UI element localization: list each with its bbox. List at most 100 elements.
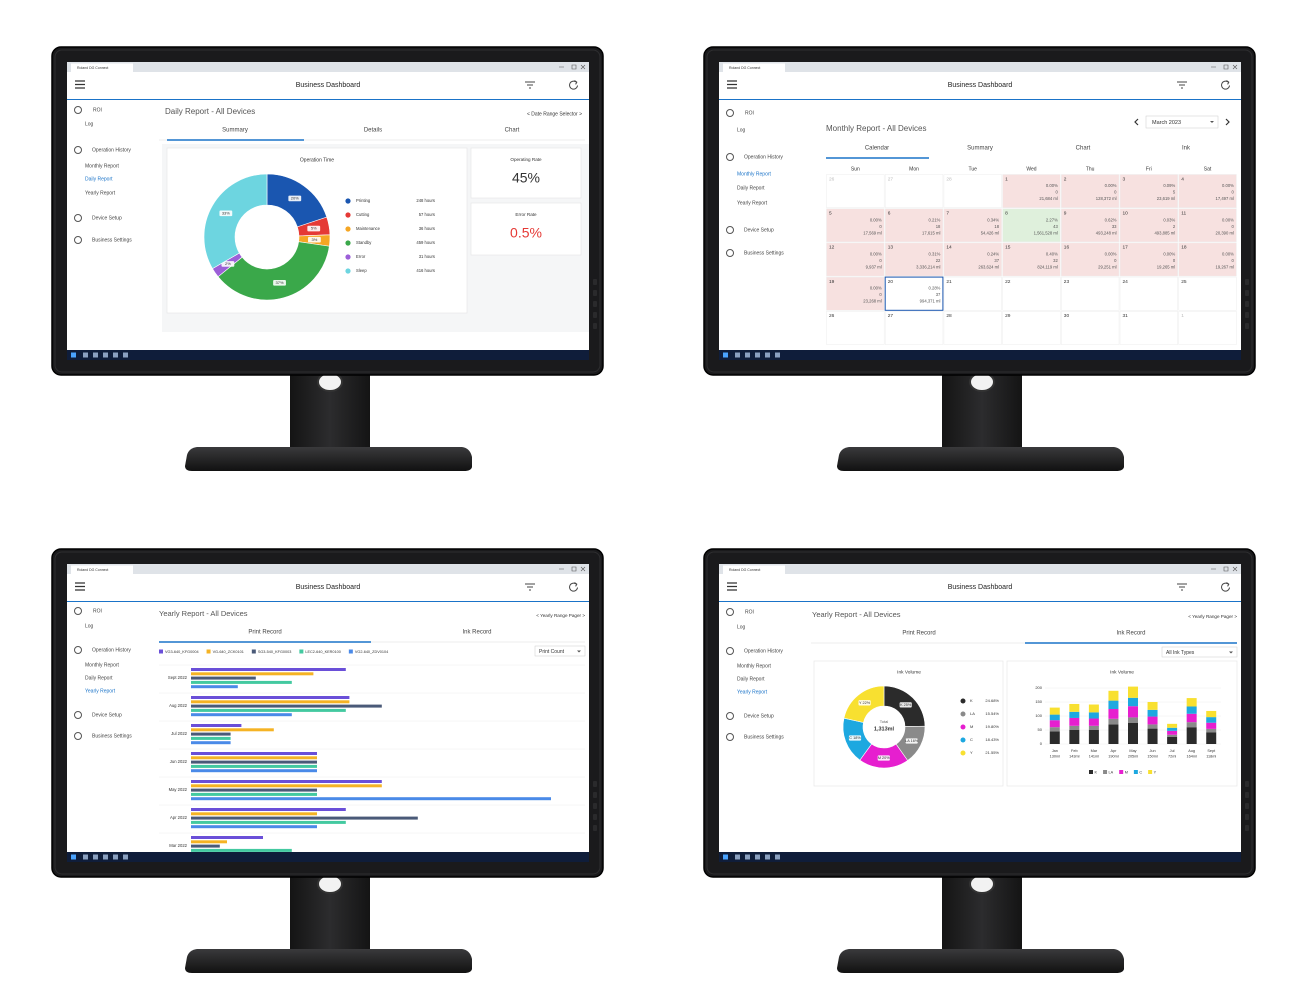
sidebar-item[interactable]: Device Setup: [92, 712, 122, 718]
calendar-cell[interactable]: [1119, 276, 1178, 311]
calendar-cell[interactable]: [826, 242, 885, 277]
sidebar-item[interactable]: Device Setup: [744, 227, 774, 233]
taskbar-icon[interactable]: [71, 854, 76, 860]
dropdown[interactable]: [534, 645, 586, 657]
sidebar-item[interactable]: Business Settings: [744, 250, 784, 256]
hamburger[interactable]: [75, 80, 85, 89]
sidebar-item[interactable]: Log: [85, 121, 94, 127]
calendar-cell[interactable]: [1002, 311, 1061, 345]
tab[interactable]: Chart: [1076, 146, 1091, 152]
window-controls[interactable]: [1211, 64, 1238, 70]
sidebar-item[interactable]: Device Setup: [92, 215, 122, 221]
refresh-icon[interactable]: [1221, 582, 1230, 592]
calendar-cell[interactable]: [1178, 208, 1237, 243]
calendar-cell[interactable]: [1178, 276, 1237, 311]
taskbar-icon[interactable]: [103, 854, 108, 860]
taskbar-icon[interactable]: [103, 352, 108, 358]
calendar-cell[interactable]: [1061, 311, 1120, 345]
taskbar-icon[interactable]: [775, 854, 780, 860]
taskbar-icon[interactable]: [755, 352, 760, 358]
calendar-cell[interactable]: [1178, 174, 1237, 208]
calendar-cell[interactable]: [884, 208, 944, 243]
sidebar-item[interactable]: Monthly Report: [737, 663, 772, 669]
taskbar-icon[interactable]: [113, 352, 118, 358]
sidebar-item[interactable]: Log: [737, 127, 746, 133]
sidebar-item[interactable]: Log: [85, 623, 94, 629]
sidebar-item[interactable]: Operation History: [92, 647, 131, 653]
sidebar-item[interactable]: Operation History: [744, 154, 783, 160]
taskbar-icon[interactable]: [93, 854, 98, 860]
tab[interactable]: Details: [364, 128, 382, 134]
taskbar-icon[interactable]: [765, 352, 770, 358]
browser-tab[interactable]: [723, 565, 785, 575]
sidebar-item[interactable]: ROI: [745, 110, 754, 116]
month-select[interactable]: [1145, 115, 1219, 129]
sidebar-item[interactable]: Daily Report: [737, 676, 765, 682]
filter-icon[interactable]: [1177, 583, 1187, 591]
next-arrow[interactable]: [1225, 118, 1230, 126]
sidebar-item[interactable]: Yearly Report: [85, 190, 116, 196]
calendar-cell[interactable]: [884, 311, 944, 345]
calendar-cell[interactable]: [943, 208, 1002, 243]
hamburger[interactable]: [727, 80, 737, 89]
tab[interactable]: Ink Record: [1116, 631, 1145, 637]
taskbar-icon[interactable]: [745, 352, 750, 358]
sidebar-item[interactable]: Monthly Report: [737, 171, 772, 177]
calendar-cell[interactable]: [1002, 242, 1061, 277]
calendar-cell[interactable]: [1178, 311, 1237, 345]
sidebar-item[interactable]: Business Settings: [744, 734, 784, 740]
calendar-cell[interactable]: [943, 311, 1002, 345]
tab[interactable]: Calendar: [865, 146, 889, 152]
tab[interactable]: Summary: [967, 146, 993, 152]
taskbar-icon[interactable]: [755, 854, 760, 860]
sidebar-item[interactable]: ROI: [93, 608, 102, 614]
tab[interactable]: Ink Record: [462, 630, 491, 636]
calendar-cell[interactable]: [1061, 208, 1120, 243]
taskbar-icon[interactable]: [723, 352, 728, 358]
sidebar-item[interactable]: Device Setup: [744, 713, 774, 719]
filter-icon[interactable]: [1177, 81, 1187, 89]
range-selector[interactable]: < Date Range Selector >: [527, 111, 582, 117]
taskbar-icon[interactable]: [775, 352, 780, 358]
refresh-icon[interactable]: [569, 582, 578, 592]
calendar-cell[interactable]: [943, 242, 1002, 277]
sidebar-item[interactable]: Daily Report: [85, 176, 113, 182]
browser-tab[interactable]: [71, 565, 133, 575]
calendar-cell[interactable]: [1119, 208, 1178, 243]
taskbar-icon[interactable]: [123, 352, 128, 358]
browser-tab[interactable]: [723, 63, 785, 73]
taskbar-icon[interactable]: [113, 854, 118, 860]
sidebar-item[interactable]: Daily Report: [85, 675, 113, 681]
sidebar-item[interactable]: Monthly Report: [85, 662, 120, 668]
taskbar-icon[interactable]: [735, 352, 740, 358]
taskbar-icon[interactable]: [83, 854, 88, 860]
sidebar-item[interactable]: Monthly Report: [85, 163, 120, 169]
taskbar-icon[interactable]: [83, 352, 88, 358]
calendar-cell[interactable]: [826, 276, 885, 311]
range-pager[interactable]: < Yearly Range Pager >: [536, 613, 585, 618]
sidebar-item[interactable]: ROI: [745, 609, 754, 615]
window-controls[interactable]: [559, 566, 586, 572]
tab[interactable]: Chart: [505, 128, 520, 134]
range-pager[interactable]: < Yearly Range Pager >: [1188, 614, 1237, 619]
tab[interactable]: Summary: [222, 128, 248, 134]
taskbar-icon[interactable]: [93, 352, 98, 358]
calendar-cell[interactable]: [1061, 276, 1120, 311]
calendar-cell[interactable]: [826, 311, 885, 345]
calendar-cell[interactable]: [1002, 276, 1061, 311]
taskbar-icon[interactable]: [123, 854, 128, 860]
taskbar-icon[interactable]: [745, 854, 750, 860]
hamburger[interactable]: [75, 582, 85, 591]
browser-tab[interactable]: [71, 63, 133, 73]
calendar-cell[interactable]: [943, 276, 1002, 311]
window-controls[interactable]: [559, 64, 586, 70]
sidebar-item[interactable]: Business Settings: [92, 733, 132, 739]
filter-icon[interactable]: [525, 583, 535, 591]
sidebar-item[interactable]: Yearly Report: [85, 688, 116, 694]
sidebar-item[interactable]: Yearly Report: [737, 689, 768, 695]
taskbar-icon[interactable]: [71, 352, 76, 358]
calendar-cell[interactable]: [1061, 242, 1120, 277]
taskbar-icon[interactable]: [723, 854, 728, 860]
calendar-cell[interactable]: [826, 174, 885, 208]
hamburger[interactable]: [727, 582, 737, 591]
